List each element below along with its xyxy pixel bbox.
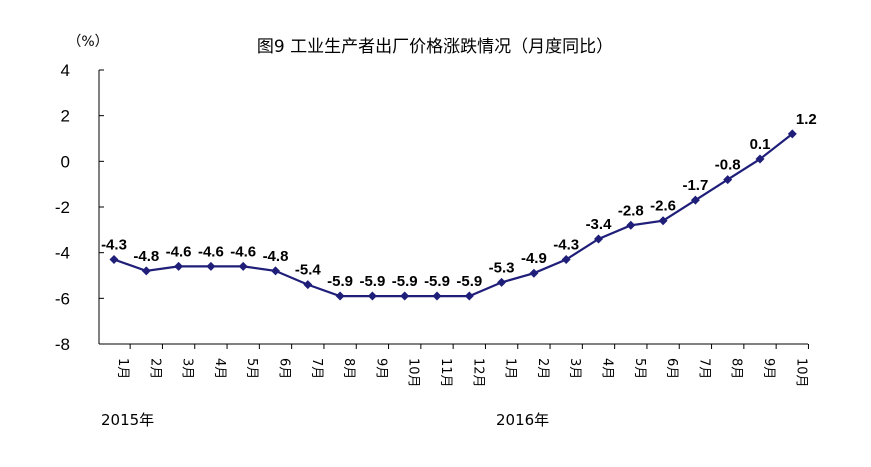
data-point bbox=[303, 280, 313, 290]
data-label: -5.9 bbox=[424, 273, 450, 290]
y-tick-label: 2 bbox=[61, 107, 70, 126]
chart-title: 图9 工业生产者出厂价格涨跌情况（月度同比） bbox=[257, 37, 613, 57]
x-tick-label: 12月 bbox=[470, 358, 485, 388]
data-point bbox=[626, 220, 636, 230]
data-labels: -4.3 -4.8 -4.6 -4.6 -4.6 -4.8 -5.4 -5.9 -5.9 -5.9… bbox=[101, 111, 817, 290]
data-point bbox=[109, 255, 119, 265]
data-point bbox=[529, 268, 539, 278]
y-tick-label: -2 bbox=[55, 198, 70, 217]
data-point bbox=[400, 291, 410, 301]
x-tick-label: 4月 bbox=[212, 358, 227, 379]
data-point bbox=[497, 277, 507, 287]
data-label: -4.3 bbox=[553, 237, 579, 254]
data-label: -4.3 bbox=[101, 237, 127, 254]
x-tick-label: 10月 bbox=[406, 358, 421, 388]
data-point bbox=[271, 266, 280, 276]
data-point bbox=[367, 291, 377, 301]
year-label: 2016年 bbox=[496, 411, 549, 429]
data-label: -0.8 bbox=[715, 157, 741, 174]
data-point bbox=[594, 234, 603, 244]
y-tick-label: -8 bbox=[55, 335, 70, 354]
data-point bbox=[723, 175, 733, 185]
x-tick-label: 6月 bbox=[277, 358, 292, 379]
x-tick-label: 8月 bbox=[729, 358, 744, 379]
x-tick-label: 9月 bbox=[373, 358, 388, 379]
data-label: -4.6 bbox=[198, 243, 224, 260]
data-label: -4.8 bbox=[133, 248, 159, 265]
x-tick-label: 9月 bbox=[761, 358, 776, 379]
x-tick-label: 7月 bbox=[696, 358, 711, 379]
data-point bbox=[658, 216, 668, 226]
series-marks bbox=[109, 129, 797, 301]
data-point bbox=[561, 255, 571, 265]
data-label: -4.9 bbox=[521, 250, 547, 267]
x-tick-label: 7月 bbox=[309, 358, 324, 379]
data-point bbox=[335, 291, 345, 301]
data-label: 0.1 bbox=[750, 136, 771, 153]
x-tick-label: 1月 bbox=[503, 358, 518, 379]
x-tick-label: 2月 bbox=[147, 358, 162, 379]
x-tick-label: 8月 bbox=[341, 358, 356, 379]
y-tick-label: 4 bbox=[61, 61, 70, 80]
data-point bbox=[787, 129, 797, 139]
year-label: 2015年 bbox=[101, 411, 154, 429]
data-label: -4.6 bbox=[230, 243, 256, 260]
x-tick-label: 3月 bbox=[180, 358, 195, 379]
y-tick-label: -4 bbox=[55, 244, 70, 263]
data-label: -4.8 bbox=[263, 248, 289, 265]
series-line bbox=[113, 133, 793, 298]
data-label: -5.9 bbox=[327, 273, 353, 290]
data-label: -5.9 bbox=[392, 273, 418, 290]
data-label: -4.6 bbox=[166, 243, 192, 260]
y-unit-label: （%） bbox=[67, 34, 108, 50]
x-tick-label: 11月 bbox=[438, 358, 453, 388]
data-label: -2.6 bbox=[650, 198, 676, 215]
y-tick-label: 0 bbox=[61, 152, 70, 171]
x-tick-labels: 1月 2月 3月 4月 5月 6月 7月 8月 9月 10月 11月 12月 1月 2月 3月 4月 5月 6月 7… bbox=[115, 358, 808, 388]
x-tick-label: 2月 bbox=[535, 358, 550, 379]
x-tick-label: 6月 bbox=[664, 358, 679, 379]
data-label: -5.4 bbox=[295, 262, 322, 279]
data-label: -5.9 bbox=[359, 273, 385, 290]
data-label: -5.3 bbox=[489, 259, 515, 276]
data-label: -5.9 bbox=[456, 273, 482, 290]
data-label: 1.2 bbox=[796, 111, 817, 128]
x-tick-label: 4月 bbox=[600, 358, 615, 379]
year-labels: 2015年 2016年 bbox=[101, 411, 549, 429]
data-point bbox=[206, 261, 216, 271]
data-point bbox=[238, 261, 248, 271]
x-tick-label: 5月 bbox=[632, 358, 647, 379]
data-point bbox=[174, 261, 184, 271]
data-point bbox=[690, 195, 700, 205]
data-point bbox=[755, 154, 765, 164]
data-label: -2.8 bbox=[618, 202, 644, 219]
x-tick-label: 5月 bbox=[244, 358, 259, 379]
data-label: -1.7 bbox=[682, 177, 708, 194]
x-tick-label: 1月 bbox=[115, 358, 130, 379]
data-point bbox=[464, 291, 474, 301]
x-tick-label: 10月 bbox=[793, 358, 808, 388]
data-point bbox=[432, 291, 442, 301]
x-tick-label: 3月 bbox=[567, 358, 582, 379]
data-point bbox=[141, 266, 151, 276]
axes: 4 2 0 -2 -4 -6 -8 bbox=[55, 61, 809, 354]
y-tick-label: -6 bbox=[55, 289, 70, 308]
data-label: -3.4 bbox=[586, 216, 613, 233]
